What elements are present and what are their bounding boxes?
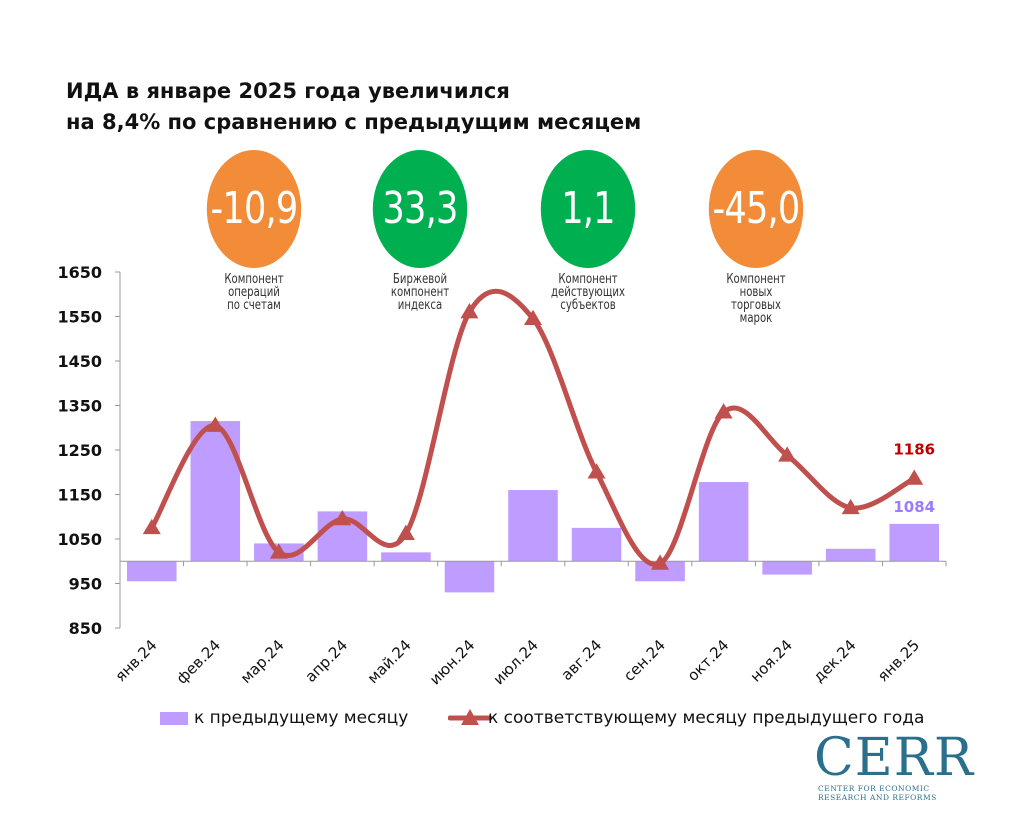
indicator-trademarks-value: -45,0 (708, 150, 804, 268)
legend-bar-swatch (160, 712, 188, 725)
y-tick-label: 1450 (57, 352, 102, 371)
data-label-1084: 1084 (893, 498, 935, 516)
yoy-point-сен.24 (651, 554, 670, 570)
bar-ноя.24 (762, 561, 812, 575)
x-tick-label: апр.24 (301, 636, 351, 686)
yoy-point-май.24 (396, 524, 415, 540)
yoy-point-окт.24 (714, 403, 733, 419)
legend-line-swatch (448, 709, 492, 725)
indicator-accounts: -10,9 Компонент операций по счетам (194, 150, 314, 312)
y-tick-label: 1650 (57, 263, 102, 282)
indicator-trademarks: -45,0 Компонент новых торговых марок (696, 150, 816, 325)
bar-окт.24 (698, 482, 749, 562)
bar-дек.24 (825, 548, 876, 562)
x-tick-label: янв.25 (874, 636, 923, 685)
y-tick-label: 1250 (57, 441, 102, 460)
indicator-active-entities-value: 1,1 (540, 150, 636, 268)
yoy-point-янв.25 (905, 469, 924, 485)
yoy-point-июн.24 (460, 303, 479, 319)
yoy-point-янв.24 (142, 518, 161, 535)
indicator-active-entities: 1,1 Компонент действующих субъектов (528, 150, 648, 312)
indicator-exchange-label: Биржевой компонент индекса (390, 272, 450, 313)
legend-line-label: к соответствующему месяцу предыдущего го… (488, 708, 925, 728)
bar-янв.25 (889, 523, 940, 562)
x-tick-label: июн.24 (426, 636, 478, 688)
yoy-point-фев.24 (206, 416, 225, 432)
yoy-point-дек.24 (841, 498, 860, 515)
data-label-1186: 1186 (893, 440, 935, 458)
y-tick-label: 1150 (57, 486, 102, 505)
cerr-logo-sub-1: CENTER FOR ECONOMIC (818, 784, 930, 793)
legend-bar-label: к предыдущему месяцу (194, 708, 409, 728)
y-tick-label: 1550 (57, 308, 102, 327)
chart-title-line-1: ИДА в январе 2025 года увеличился (66, 79, 510, 103)
yoy-point-июл.24 (524, 309, 542, 326)
cerr-logo-name: CERR (814, 728, 975, 788)
bar-сен.24 (635, 561, 685, 582)
indicator-active-entities-label: Компонент действующих субъектов (551, 272, 625, 313)
yoy-point-апр.24 (333, 509, 352, 526)
bar-авг.24 (571, 527, 622, 562)
x-tick-label: дек.24 (810, 636, 860, 686)
bar-июн.24 (444, 561, 495, 593)
y-tick-label: 1050 (57, 530, 102, 549)
y-tick-label: 850 (69, 619, 102, 638)
cerr-logo: CERR CENTER FOR ECONOMIC RESEARCH AND RE… (814, 732, 984, 822)
x-tick-label: фев.24 (173, 636, 224, 687)
yoy-point-мар.24 (269, 543, 288, 559)
y-tick-label: 950 (69, 575, 102, 594)
bar-фев.24 (190, 421, 241, 562)
x-tick-label: сен.24 (620, 636, 669, 685)
x-tick-label: окт.24 (684, 636, 733, 685)
x-tick-label: авг.24 (557, 636, 605, 684)
cerr-logo-sub-2: RESEARCH AND REFORMS (818, 793, 937, 802)
indicator-exchange: 33,3 Биржевой компонент индекса (360, 150, 480, 312)
indicator-exchange-value: 33,3 (372, 150, 468, 268)
y-tick-label: 1350 (57, 397, 102, 416)
bar-янв.24 (126, 561, 177, 582)
yoy-point-ноя.24 (778, 446, 797, 462)
chart-title: ИДА в январе 2025 года увеличился на 8,4… (66, 76, 641, 138)
indicator-accounts-label: Компонент операций по счетам (224, 272, 284, 313)
x-tick-label: май.24 (364, 636, 415, 687)
indicator-accounts-value: -10,9 (206, 150, 302, 268)
x-tick-label: июл.24 (490, 636, 542, 688)
x-tick-label: ноя.24 (747, 636, 796, 685)
x-tick-label: янв.24 (111, 636, 160, 685)
indicator-trademarks-label: Компонент новых торговых марок (726, 272, 786, 326)
bar-май.24 (381, 552, 431, 562)
x-tick-label: мар.24 (237, 636, 288, 687)
yoy-point-авг.24 (587, 463, 606, 479)
chart-title-line-2: на 8,4% по сравнению с предыдущим месяце… (66, 110, 642, 134)
bar-июл.24 (508, 490, 558, 562)
